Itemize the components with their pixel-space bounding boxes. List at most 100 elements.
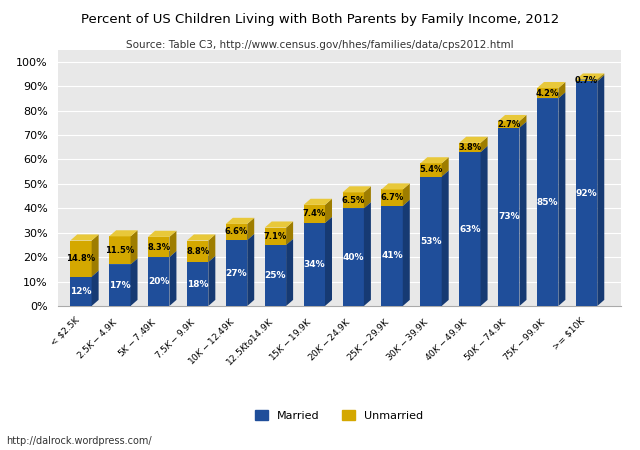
Polygon shape (131, 258, 138, 306)
Polygon shape (403, 183, 410, 206)
Polygon shape (170, 251, 177, 306)
Bar (303, 223, 325, 306)
Polygon shape (576, 75, 604, 81)
Legend: Married, Unmarried: Married, Unmarried (255, 410, 424, 421)
Polygon shape (597, 75, 604, 306)
Text: 73%: 73% (498, 212, 520, 221)
Bar (109, 236, 131, 265)
Bar (537, 88, 558, 99)
Polygon shape (342, 202, 371, 208)
Text: 7.4%: 7.4% (303, 209, 326, 218)
Text: 25%: 25% (265, 271, 286, 280)
Text: 20%: 20% (148, 277, 170, 286)
Polygon shape (364, 186, 371, 208)
Polygon shape (537, 92, 565, 99)
Text: 34%: 34% (303, 260, 325, 269)
Text: 8.3%: 8.3% (147, 243, 170, 252)
Polygon shape (558, 82, 565, 99)
Polygon shape (325, 217, 332, 306)
Text: 0.7%: 0.7% (575, 76, 598, 85)
Bar (381, 206, 403, 306)
Bar (187, 241, 208, 262)
Polygon shape (170, 231, 177, 257)
Text: 3.8%: 3.8% (458, 143, 481, 152)
Bar (70, 241, 92, 277)
Text: 8.8%: 8.8% (186, 247, 209, 256)
Bar (381, 189, 403, 206)
Polygon shape (265, 239, 293, 245)
Polygon shape (520, 115, 527, 128)
Polygon shape (325, 199, 332, 223)
Polygon shape (442, 171, 449, 306)
Polygon shape (459, 146, 488, 152)
Polygon shape (247, 218, 254, 240)
Polygon shape (403, 200, 410, 306)
Polygon shape (420, 157, 449, 163)
Text: 41%: 41% (381, 252, 403, 261)
Text: 12%: 12% (70, 287, 92, 296)
Bar (70, 277, 92, 306)
Bar (342, 193, 364, 208)
Polygon shape (70, 234, 99, 241)
Bar (459, 143, 481, 152)
Bar (459, 152, 481, 306)
Polygon shape (226, 218, 254, 224)
Polygon shape (131, 230, 138, 265)
Text: 18%: 18% (187, 279, 209, 288)
Bar (498, 128, 520, 306)
Polygon shape (498, 115, 527, 121)
Polygon shape (92, 234, 99, 277)
Polygon shape (558, 92, 565, 306)
Text: 63%: 63% (459, 225, 481, 234)
Bar (265, 228, 286, 245)
Text: 17%: 17% (109, 281, 131, 290)
Text: 11.5%: 11.5% (105, 246, 134, 255)
Polygon shape (576, 73, 604, 80)
Bar (148, 237, 170, 257)
Text: 92%: 92% (576, 189, 597, 198)
Bar (342, 208, 364, 306)
Text: Percent of US Children Living with Both Parents by Family Income, 2012: Percent of US Children Living with Both … (81, 14, 559, 27)
Polygon shape (420, 171, 449, 176)
Polygon shape (265, 221, 293, 228)
Polygon shape (381, 183, 410, 189)
Polygon shape (303, 217, 332, 223)
Text: 53%: 53% (420, 237, 442, 246)
Polygon shape (208, 234, 215, 262)
Polygon shape (109, 230, 138, 236)
Polygon shape (364, 202, 371, 306)
Text: 7.1%: 7.1% (264, 232, 287, 241)
Polygon shape (286, 221, 293, 245)
Bar (226, 240, 247, 306)
Polygon shape (187, 234, 215, 241)
Bar (303, 205, 325, 223)
Polygon shape (498, 122, 527, 128)
Polygon shape (481, 146, 488, 306)
Bar (187, 262, 208, 306)
Text: Source: Table C3, http://www.census.gov/hhes/families/data/cps2012.html: Source: Table C3, http://www.census.gov/… (126, 40, 514, 50)
Polygon shape (537, 82, 565, 88)
Bar (420, 176, 442, 306)
Bar (576, 80, 597, 81)
Polygon shape (247, 234, 254, 306)
Polygon shape (459, 137, 488, 143)
Bar (265, 245, 286, 306)
Polygon shape (481, 137, 488, 152)
Text: 6.5%: 6.5% (342, 196, 365, 205)
Polygon shape (597, 73, 604, 81)
Text: 5.4%: 5.4% (419, 166, 443, 175)
Polygon shape (520, 122, 527, 306)
Text: 85%: 85% (537, 198, 559, 207)
Polygon shape (342, 186, 371, 193)
Polygon shape (442, 157, 449, 176)
Bar (109, 265, 131, 306)
Text: 6.6%: 6.6% (225, 228, 248, 237)
Bar (148, 257, 170, 306)
Polygon shape (148, 231, 177, 237)
Bar (537, 99, 558, 306)
Text: 40%: 40% (342, 252, 364, 261)
Bar (498, 121, 520, 128)
Text: 6.7%: 6.7% (380, 193, 404, 202)
Text: http://dalrock.wordpress.com/: http://dalrock.wordpress.com/ (6, 436, 152, 446)
Text: 2.7%: 2.7% (497, 120, 520, 129)
